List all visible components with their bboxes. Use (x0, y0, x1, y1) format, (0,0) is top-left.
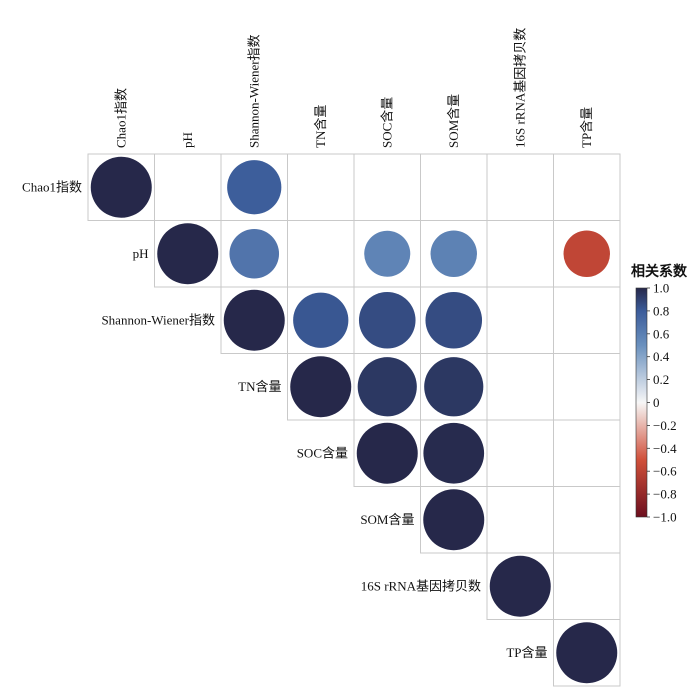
grid-lines (87, 153, 621, 687)
row-label: TN含量 (238, 379, 281, 394)
correlation-circle (356, 422, 418, 484)
correlation-circle (556, 622, 618, 684)
correlation-circle (563, 230, 610, 277)
correlation-circle (157, 223, 219, 285)
row-label: Shannon-Wiener指数 (101, 312, 215, 327)
grid-cell (486, 486, 554, 554)
grid-cell (287, 153, 355, 221)
column-label: TN含量 (313, 105, 328, 148)
correlation-circle (229, 228, 280, 279)
column-label: SOM含量 (446, 94, 461, 148)
column-label: SOC含量 (379, 97, 394, 148)
grid-cell (553, 153, 621, 221)
column-label: 16S rRNA基因拷贝数 (512, 28, 527, 148)
column-label: Chao1指数 (113, 88, 128, 148)
colorbar-tick-label: 0.6 (653, 326, 670, 341)
variable-labels: Chao1指数 pH Shannon-Wiener指数 TN含量 SOC含量 SOM含量 1… (22, 28, 594, 660)
correlation-circle (227, 160, 282, 215)
row-label: TP含量 (506, 645, 547, 660)
grid-cell (287, 220, 355, 288)
colorbar-tick-label: −1.0 (653, 510, 677, 525)
correlation-circle (364, 230, 411, 277)
colorbar-tick-label: 0.8 (653, 303, 669, 318)
correlation-circle (293, 292, 349, 348)
correlation-circle (90, 156, 152, 218)
colorbar-tick-label: −0.4 (653, 441, 677, 456)
row-label: 16S rRNA基因拷贝数 (361, 578, 481, 593)
correlation-circles (90, 156, 618, 684)
correlation-circle (423, 489, 485, 551)
colorbar-title: 相关系数 (631, 263, 688, 280)
colorbar-tick-label: 1.0 (653, 281, 669, 296)
column-label: Shannon-Wiener指数 (246, 34, 261, 148)
correlation-circle (357, 357, 417, 417)
row-label: Chao1指数 (22, 179, 82, 194)
grid-cell (553, 353, 621, 421)
grid-cell (486, 220, 554, 288)
correlation-circle (425, 291, 483, 349)
colorbar-tick-label: −0.8 (653, 487, 677, 502)
grid-cell (486, 153, 554, 221)
grid-cell (486, 419, 554, 487)
correlation-circle (223, 289, 285, 351)
row-label: SOC含量 (297, 445, 348, 460)
grid-cell (486, 286, 554, 354)
grid-cell (553, 419, 621, 487)
grid-cell (154, 153, 222, 221)
grid-cell (353, 153, 421, 221)
row-label: SOM含量 (360, 512, 414, 527)
colorbar-gradient (635, 287, 648, 518)
grid-cell (420, 153, 488, 221)
grid-cell (486, 353, 554, 421)
colorbar-tick-label: −0.6 (653, 464, 677, 479)
colorbar-tick-label: 0 (653, 395, 660, 410)
correlation-circle (424, 357, 484, 417)
grid-cell (553, 552, 621, 620)
column-label: TP含量 (579, 107, 594, 148)
correlation-circle (489, 555, 551, 617)
correlation-circle (358, 291, 416, 349)
colorbar-tick-label: −0.2 (653, 418, 677, 433)
correlation-circle (290, 356, 352, 418)
grid-cell (553, 619, 621, 687)
grid-cell (553, 286, 621, 354)
column-label: pH (180, 132, 195, 148)
correlation-circle (430, 230, 477, 277)
colorbar-tick-label: 0.2 (653, 372, 669, 387)
colorbar-tick-label: 0.4 (653, 349, 670, 364)
grid-cell (553, 486, 621, 554)
row-label: pH (133, 246, 149, 261)
correlation-circle (423, 422, 485, 484)
